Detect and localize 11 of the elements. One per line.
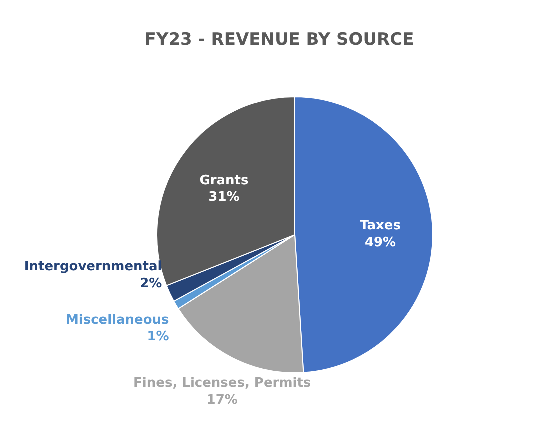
data-label: 31% (208, 190, 240, 206)
chart-title: FY23 - REVENUE BY SOURCE (144, 30, 416, 50)
data-label: 1% (147, 330, 170, 345)
slice-label: Fines, Licenses, Permits (134, 376, 312, 391)
slice-label: Taxes (360, 218, 402, 234)
slice-label: Intergovernmental (24, 260, 162, 275)
data-label: 49% (364, 236, 396, 251)
slice-label: Miscellaneous (66, 312, 170, 328)
data-label: 17% (206, 392, 238, 408)
data-label: 2% (140, 276, 162, 292)
slice-label: Grants (200, 173, 250, 188)
